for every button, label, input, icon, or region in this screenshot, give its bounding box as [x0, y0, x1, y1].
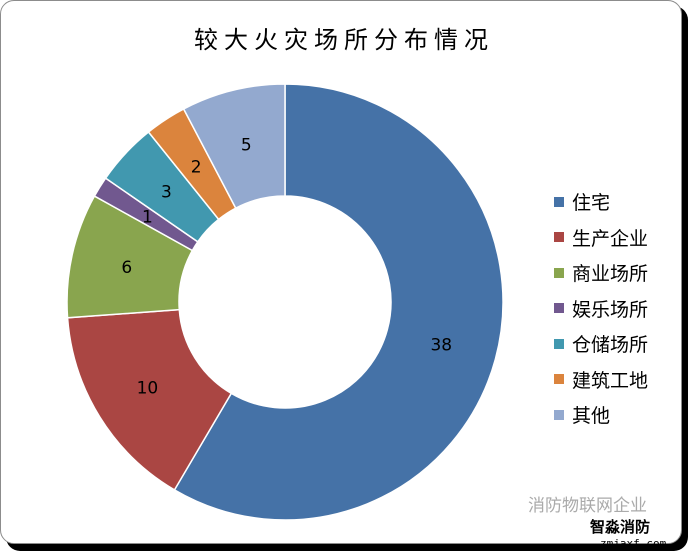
- slice-1: [173, 83, 504, 521]
- legend-item: 其他: [554, 397, 648, 433]
- legend-item: 商业场所: [554, 255, 648, 291]
- legend-swatch: [554, 338, 564, 349]
- slice-2: [66, 308, 233, 491]
- watermark-text: 消防物联网企业: [528, 496, 647, 516]
- chart-title: 较大火灾场所分布情况: [194, 26, 494, 54]
- data-label: 6: [121, 258, 132, 278]
- data-label: 10: [137, 378, 159, 398]
- legend-label: 其他: [572, 405, 611, 428]
- legend: 住宅生产企业商业场所娱乐场所仓储场所建筑工地其他: [554, 184, 648, 433]
- legend-label: 仓储场所: [572, 334, 649, 357]
- watermark-logo: 智淼消防: [590, 518, 651, 536]
- legend-item: 建筑工地: [554, 362, 648, 398]
- legend-swatch: [554, 409, 564, 420]
- legend-item: 生产企业: [554, 220, 648, 256]
- data-label: 2: [191, 157, 202, 177]
- watermark-url: zmjaxf.com: [600, 537, 667, 550]
- slice-7: [182, 83, 286, 210]
- legend-swatch: [554, 232, 564, 243]
- data-label: 3: [161, 183, 172, 203]
- legend-item: 住宅: [554, 184, 648, 220]
- legend-label: 娱乐场所: [572, 298, 649, 321]
- legend-item: 娱乐场所: [554, 291, 648, 327]
- legend-item: 仓储场所: [554, 326, 648, 362]
- legend-label: 住宅: [572, 192, 611, 215]
- data-label: 1: [142, 208, 153, 228]
- data-label: 38: [430, 336, 452, 356]
- legend-swatch: [554, 374, 564, 385]
- legend-label: 建筑工地: [572, 369, 649, 392]
- legend-label: 生产企业: [572, 227, 649, 250]
- data-label: 5: [241, 136, 252, 156]
- legend-swatch: [554, 267, 564, 278]
- legend-swatch: [554, 303, 564, 314]
- legend-swatch: [554, 196, 564, 207]
- legend-label: 商业场所: [572, 263, 649, 286]
